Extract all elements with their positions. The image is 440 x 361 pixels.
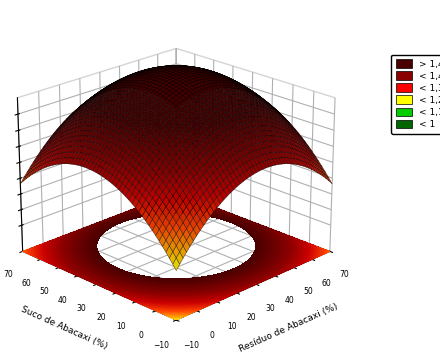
X-axis label: Resíduo de Abacaxi (%): Resíduo de Abacaxi (%) (237, 302, 339, 354)
Legend: > 1,4, < 1,4, < 1,3, < 1,2, < 1,1, < 1: > 1,4, < 1,4, < 1,3, < 1,2, < 1,1, < 1 (391, 55, 440, 134)
Y-axis label: Suco de Abacaxi (%): Suco de Abacaxi (%) (20, 305, 109, 351)
